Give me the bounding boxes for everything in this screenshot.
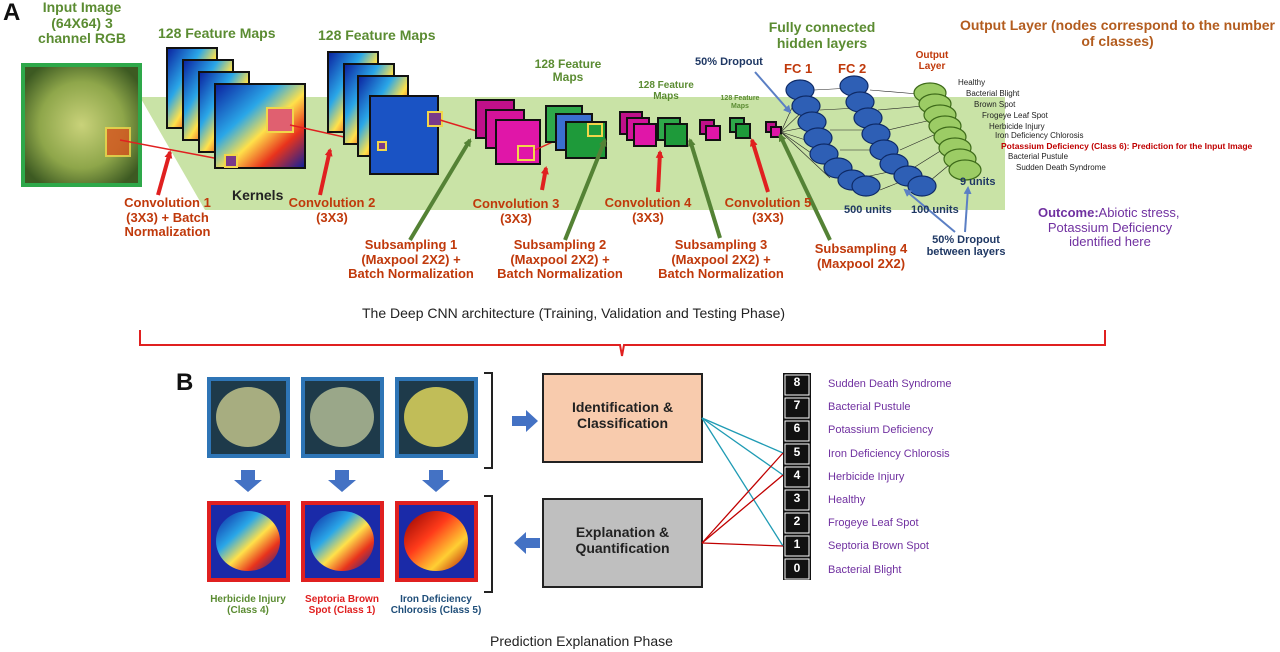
fc1-label: FC 1 <box>784 61 813 76</box>
class-number: 2 <box>793 514 801 529</box>
feature-maps-3 <box>475 99 541 165</box>
brace <box>139 330 1106 357</box>
input-leaves <box>207 377 478 458</box>
output-class: Healthy <box>958 78 986 87</box>
class-label: Septoria Brown Spot <box>828 540 929 553</box>
class-label: Frogeye Leaf Spot <box>828 517 919 530</box>
from-explanation-arrow <box>514 532 540 554</box>
output-class: Iron Deficiency Chlorosis <box>995 131 1084 140</box>
units-100-label: 100 units <box>911 204 959 216</box>
leaf-label-herbicide: Herbicide Injury (Class 4) <box>210 594 286 617</box>
feature-maps-4-label: 128 Feature Maps <box>638 80 694 103</box>
output-class: Bacterial Blight <box>966 89 1020 98</box>
class-label: Healthy <box>828 494 866 506</box>
identification-box <box>542 373 703 463</box>
fc2-label: FC 2 <box>838 61 867 76</box>
output-class: Frogeye Leaf Spot <box>982 111 1048 120</box>
conv1-label: Convolution 1 (3X3) + Batch Normalizatio… <box>124 195 211 240</box>
panel-a-caption: The Deep CNN architecture (Training, Val… <box>362 305 786 321</box>
panel-b-caption: Prediction Explanation Phase <box>490 633 673 649</box>
output-layer-label: Output Layer <box>915 50 949 73</box>
class-label: Bacterial Pustule <box>828 401 911 414</box>
feature-maps-3-label: 128 Feature Maps <box>534 57 602 85</box>
to-identification-arrow <box>512 410 538 432</box>
output-class: Bacterial Pustule <box>1008 152 1069 161</box>
class-label: Potassium Deficiency <box>828 424 934 437</box>
class-number: 1 <box>793 537 801 552</box>
feature-maps-1 <box>166 47 306 169</box>
conv3-label: Convolution 3 (3X3) <box>472 196 560 226</box>
class-label: Herbicide Injury <box>828 470 905 483</box>
output-class: Brown Spot <box>974 100 1016 109</box>
input-image-title: Input Image (64X64) 3 channel RGB <box>38 0 126 47</box>
subsampling2-label: Subsampling 2 (Maxpool 2X2) + Batch Norm… <box>497 237 623 282</box>
class-number: 3 <box>793 491 801 505</box>
units-9-label: 9 units <box>960 176 996 188</box>
feature-maps-2-label: 128 Feature Maps <box>318 27 436 43</box>
dropout-between-label: 50% Dropout between layers <box>926 234 1006 259</box>
explanation-label: Explanation & Quantification <box>575 524 670 556</box>
output-nodes <box>913 82 982 181</box>
feature-maps-1-label: 128 Feature Maps <box>158 25 276 41</box>
explanation-box <box>542 498 703 588</box>
output-class: Sudden Death Syndrome <box>1016 163 1106 172</box>
class-number: 5 <box>793 444 801 459</box>
class-number: 0 <box>793 560 801 575</box>
leaf-label-septoria: Septoria Brown Spot (Class 1) <box>305 594 379 617</box>
class-number: 4 <box>793 467 801 482</box>
class-number: 7 <box>793 398 801 413</box>
feature-maps-2 <box>327 51 443 175</box>
dropout-label: 50% Dropout <box>695 56 763 68</box>
subsampling4-label: Subsampling 4 (Maxpool 2X2) <box>814 241 908 271</box>
class-column <box>783 373 811 580</box>
class-label: Sudden Death Syndrome <box>828 378 952 390</box>
units-500-label: 500 units <box>844 204 892 216</box>
outcome-label: Outcome: <box>1038 205 1099 220</box>
output-layer-heading: Output Layer (nodes correspond to the nu… <box>959 17 1276 49</box>
subsampling1-label: Subsampling 1 (Maxpool 2X2) + Batch Norm… <box>348 237 474 282</box>
outcome-text: Abiotic stress, Potassium Deficiency ide… <box>1047 205 1180 250</box>
conv2-label: Convolution 2 (3X3) <box>288 195 376 225</box>
class-label: Iron Deficiency Chlorosis <box>828 447 950 460</box>
kernels-label: Kernels <box>232 187 284 203</box>
class-label: Bacterial Blight <box>828 563 902 576</box>
panel-b-letter: B <box>176 369 194 396</box>
subsampling3-label: Subsampling 3 (Maxpool 2X2) + Batch Norm… <box>658 237 784 282</box>
fc2-nodes <box>839 75 937 197</box>
class-number: 8 <box>793 375 801 389</box>
class-number: 6 <box>793 421 801 436</box>
feature-maps-5-label: 128 Feature Maps <box>720 95 760 110</box>
down-arrows <box>234 470 450 492</box>
input-image <box>21 63 142 187</box>
fc-title: Fully connected hidden layers <box>768 19 876 51</box>
fc1-nodes <box>785 79 881 197</box>
conv4-label: Convolution 4 (3X3) <box>604 195 692 225</box>
conv5-label: Convolution 5 (3X3) <box>724 195 812 225</box>
identification-label: Identification & Classification <box>571 399 674 431</box>
prediction-label: Potassium Deficiency (Class 6): Predicti… <box>1001 141 1253 151</box>
panel-a-letter: A <box>3 0 21 26</box>
output-class: Herbicide Injury <box>989 122 1045 131</box>
leaf-label-iron: Iron Deficiency Chlorosis (Class 5) <box>390 594 482 617</box>
heatmap-leaves <box>207 501 478 582</box>
